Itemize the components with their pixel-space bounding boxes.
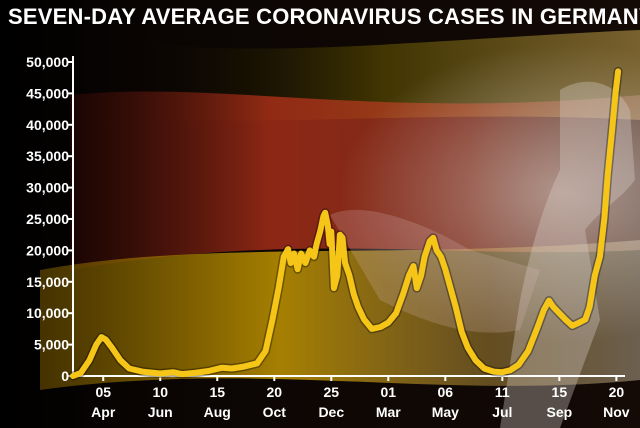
x-tick: 11 Jul	[492, 376, 512, 420]
x-tick: 05 Apr	[91, 376, 116, 420]
x-tick: 15 Sep	[547, 376, 573, 420]
y-tick-label: 30,000	[26, 180, 69, 196]
chart-title: SEVEN-DAY AVERAGE CORONAVIRUS CASES IN G…	[8, 4, 640, 29]
x-tick-month-label: Mar	[376, 404, 401, 420]
y-tick-label: 20,000	[26, 242, 69, 258]
y-tick: 50,000	[26, 54, 73, 70]
x-tick-month-label: Aug	[204, 404, 231, 420]
y-axis: 0 5,000 10,000 15,000 20,000 25,000 30,000 35,0…	[26, 54, 74, 384]
x-tick-month-label: Jul	[492, 404, 512, 420]
y-tick: 35,000	[26, 148, 73, 164]
x-tick-month-label: Sep	[547, 404, 573, 420]
x-tick: 10 Jun	[148, 376, 173, 420]
x-tick: 01 Mar	[376, 376, 401, 420]
x-tick: 25 Dec	[318, 376, 344, 420]
x-tick-month-label: Jun	[148, 404, 173, 420]
y-tick: 10,000	[26, 305, 73, 321]
x-tick: 15 Aug	[204, 376, 231, 420]
y-tick: 25,000	[26, 211, 73, 227]
x-tick-month-label: Apr	[91, 404, 116, 420]
y-tick: 5,000	[34, 337, 73, 353]
y-tick-label: 25,000	[26, 211, 69, 227]
y-tick: 15,000	[26, 274, 73, 290]
x-tick-day-label: 20	[266, 384, 282, 400]
x-tick: 20 Nov	[603, 376, 630, 420]
gloved-hands	[330, 209, 540, 333]
x-tick-day-label: 15	[209, 384, 225, 400]
series-line	[70, 68, 622, 379]
series-layer	[68, 66, 623, 381]
x-tick: 06 May	[432, 376, 459, 420]
y-tick: 30,000	[26, 180, 73, 196]
x-tick-day-label: 01	[381, 384, 397, 400]
x-axis: 05 Apr 10 Jun 15 Aug 20 Oct 25 Dec 01 Mar 06 May 11 Jul…	[73, 375, 630, 420]
y-tick-label: 35,000	[26, 148, 69, 164]
x-tick-day-label: 25	[324, 384, 340, 400]
y-tick: 20,000	[26, 242, 73, 258]
y-tick-label: 45,000	[26, 85, 69, 101]
x-tick-day-label: 15	[552, 384, 568, 400]
x-tick-day-label: 06	[438, 384, 454, 400]
x-tick-month-label: May	[432, 404, 459, 420]
x-tick-day-label: 10	[152, 384, 168, 400]
x-tick-month-label: Dec	[318, 404, 344, 420]
y-tick-label: 15,000	[26, 274, 69, 290]
x-tick-month-label: Oct	[263, 404, 287, 420]
y-tick-label: 40,000	[26, 117, 69, 133]
y-tick-label: 50,000	[26, 54, 69, 70]
x-tick-day-label: 20	[609, 384, 625, 400]
y-tick: 45,000	[26, 85, 73, 101]
y-tick-label: 10,000	[26, 305, 69, 321]
x-tick: 20 Oct	[263, 376, 287, 420]
y-tick: 40,000	[26, 117, 73, 133]
y-tick-label: 5,000	[34, 337, 69, 353]
x-tick-day-label: 05	[95, 384, 111, 400]
x-tick-day-label: 11	[495, 384, 510, 400]
x-tick-month-label: Nov	[603, 404, 630, 420]
y-tick-label: 0	[61, 368, 69, 384]
